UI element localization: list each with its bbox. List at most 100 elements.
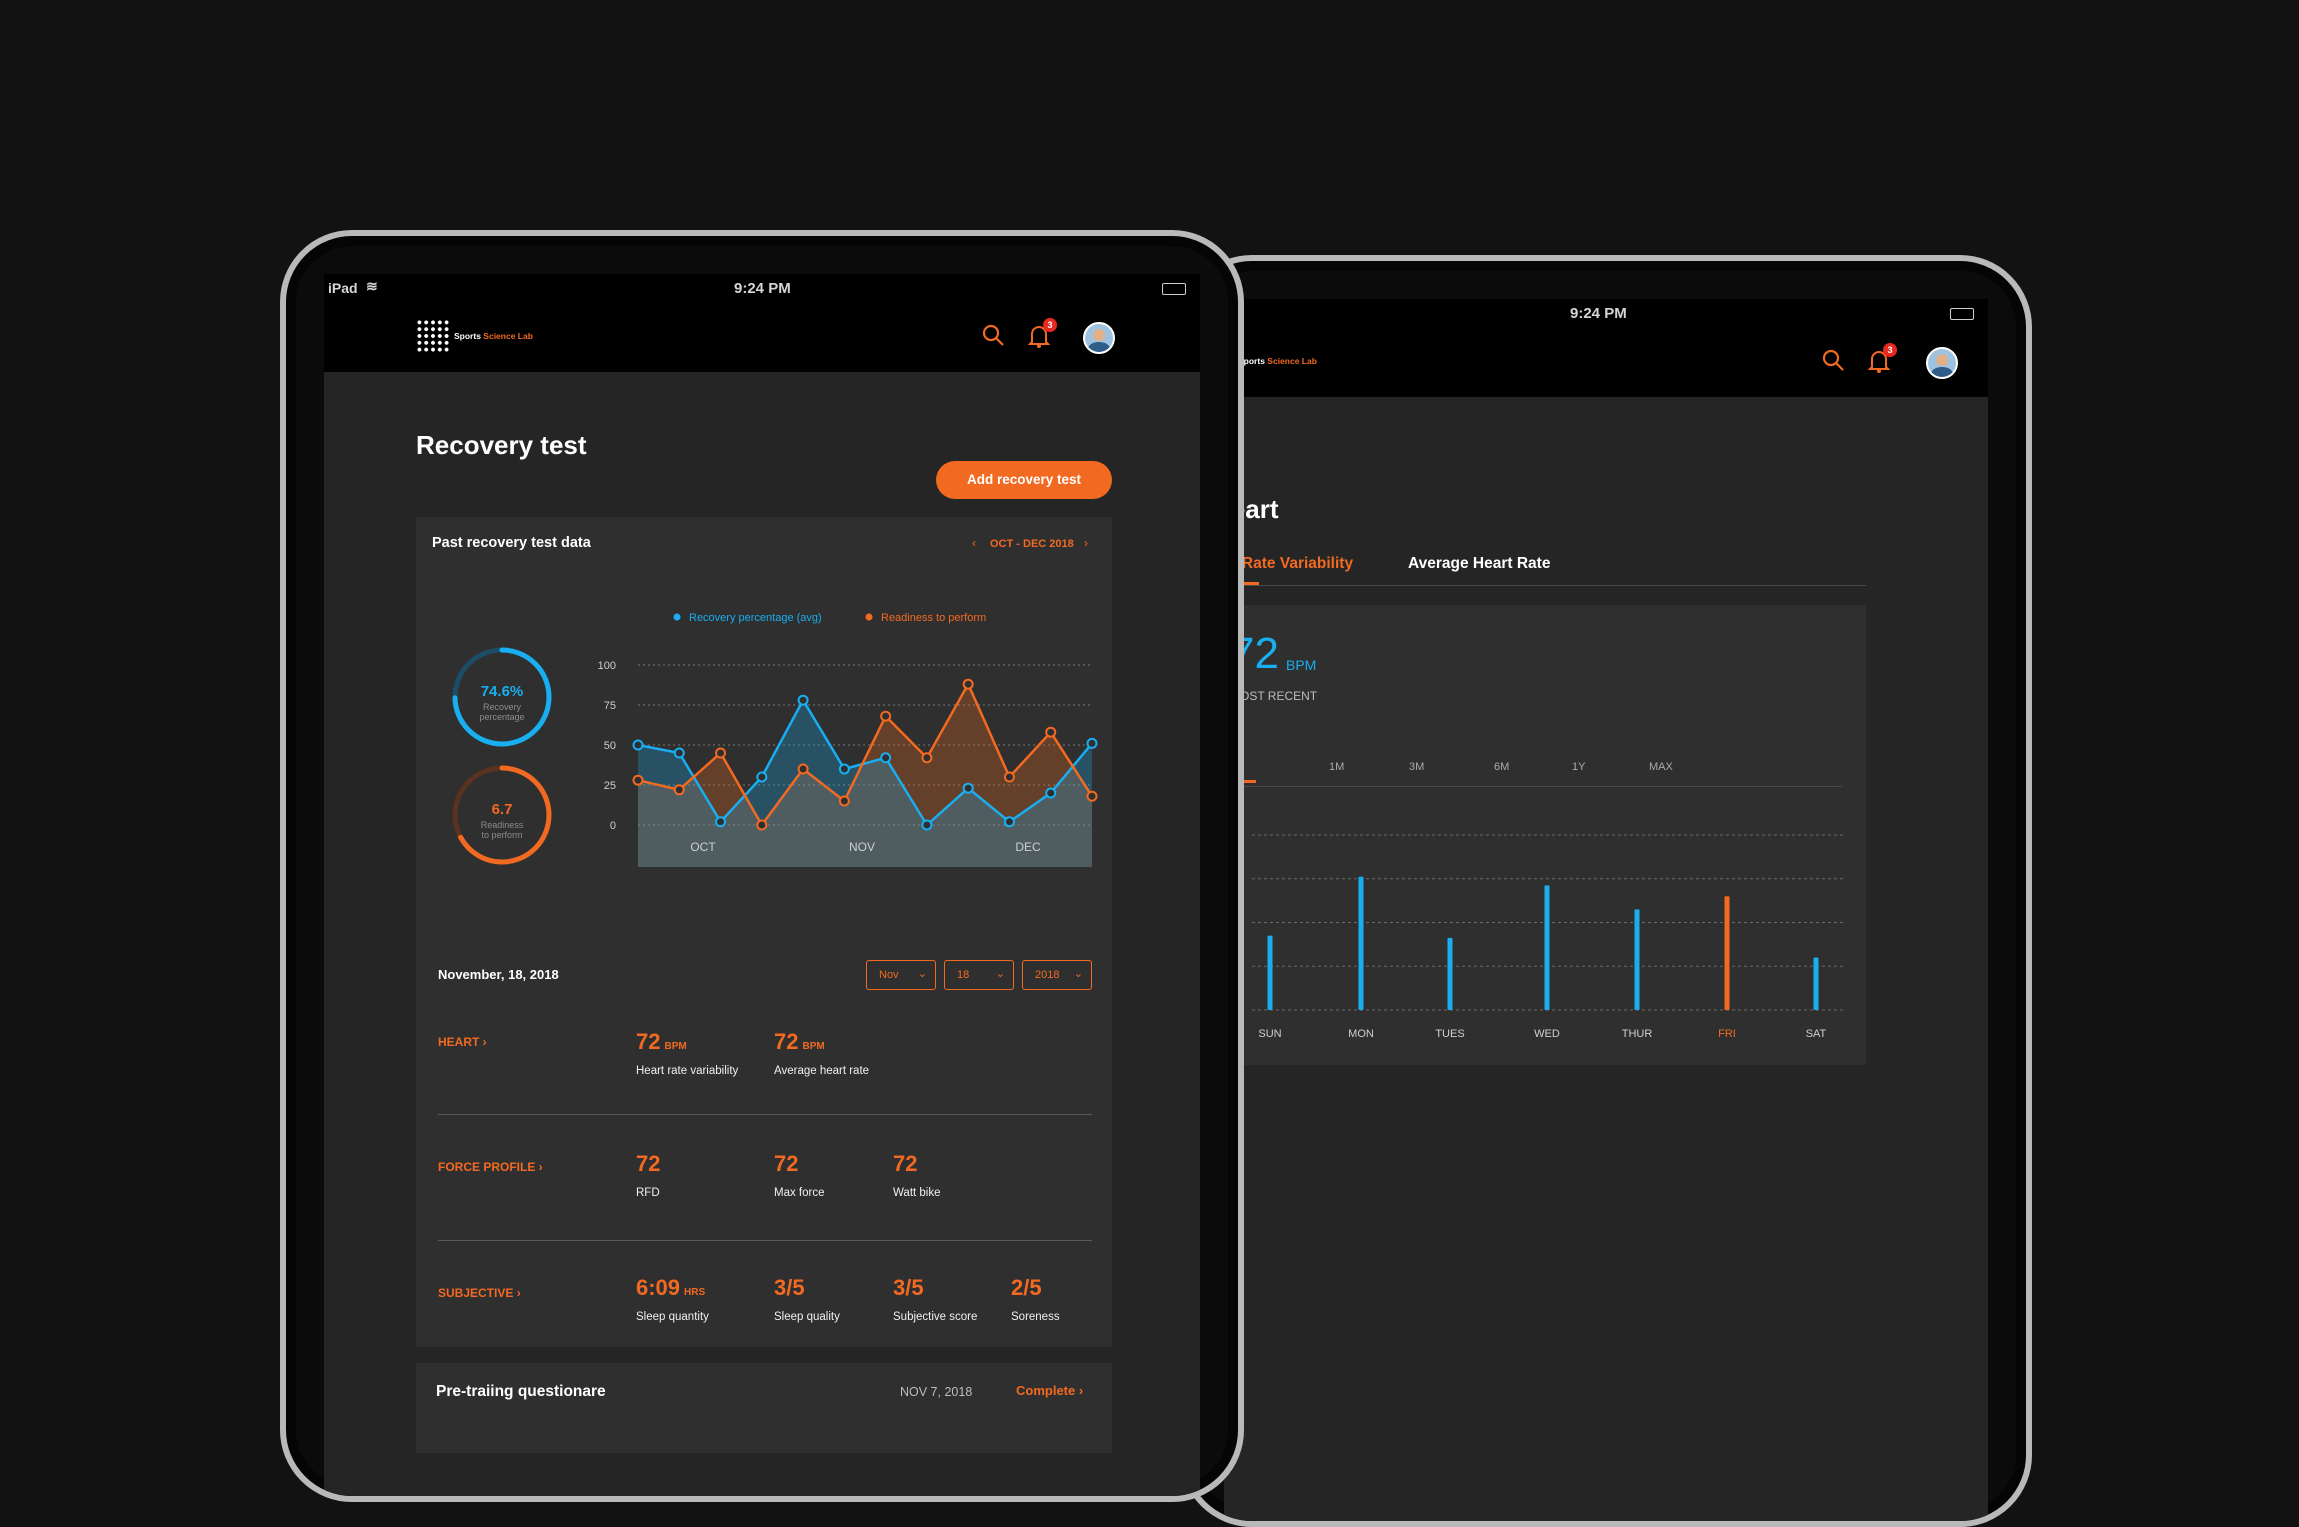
month-select[interactable]: Nov ⌄ (866, 960, 936, 990)
data-point (1045, 787, 1057, 799)
subjective-score-value: 3/5 (893, 1275, 924, 1300)
bar-sat (1813, 957, 1819, 1010)
bar-wed (1544, 885, 1550, 1010)
range-option-1m[interactable]: 1M (1329, 761, 1345, 773)
data-point (673, 784, 685, 796)
search-icon[interactable] (981, 323, 1005, 347)
readiness-ring: 6.7 Readiness to perform (452, 765, 552, 865)
data-point (756, 819, 768, 831)
data-point (880, 752, 892, 764)
x-tick-label: THUR (1622, 1028, 1653, 1040)
heart-bar-chart: 20406080100SUNMONTUESWEDTHURFRISAT (1224, 830, 1844, 1040)
day-select[interactable]: 18 ⌄ (944, 960, 1014, 990)
y-tick-label: 75 (604, 700, 616, 712)
ring-label-2: to perform (481, 830, 522, 840)
section-subjective-link[interactable]: SUBJECTIVE › (438, 1286, 521, 1300)
range-selector: 1W1M3M6M1YMAX (1224, 753, 1844, 783)
recovery-card: Past recovery test data ‹ OCT - DEC 2018… (416, 517, 1112, 1347)
y-tick-label: 100 (598, 660, 616, 672)
data-point (756, 771, 768, 783)
heart-chart-card: 72 BPM MOST RECENT 1W1M3M6M1YMAX 2040608… (1224, 605, 1866, 1065)
data-point (1045, 726, 1057, 738)
bell-icon[interactable] (1028, 323, 1050, 349)
bar-thur (1634, 909, 1640, 1010)
data-point (962, 782, 974, 794)
bar-tues (1447, 937, 1453, 1010)
range-option-3m[interactable]: 3M (1409, 761, 1425, 773)
soreness-label: Soreness (1011, 1311, 1060, 1323)
legend-label: Readiness to perform (881, 612, 986, 624)
hrv-label: Heart rate variability (636, 1065, 739, 1077)
metric-unit: BPM (1286, 657, 1317, 673)
selected-date: November, 18, 2018 (438, 967, 559, 982)
data-point (921, 819, 933, 831)
tab-average-heart-rate[interactable]: Average Heart Rate (1408, 555, 1551, 572)
data-point (1086, 737, 1098, 749)
add-recovery-test-button[interactable]: Add recovery test (936, 461, 1112, 499)
questionnaire-date: NOV 7, 2018 (900, 1385, 973, 1399)
prev-period-icon[interactable]: ‹ (972, 536, 976, 550)
data-point (715, 747, 727, 759)
status-time: 9:24 PM (734, 280, 791, 297)
data-point (921, 752, 933, 764)
sleep-quality-label: Sleep quality (774, 1311, 840, 1323)
x-tick-label: NOV (849, 840, 875, 854)
legend-marker (673, 613, 681, 621)
recovery-ring: 74.6% Recovery percentage (452, 647, 552, 747)
section-force-profile-link[interactable]: FORCE PROFILE › (438, 1160, 543, 1174)
x-tick-label: TUES (1435, 1028, 1464, 1040)
page-title: Recovery test (416, 430, 587, 460)
sleep-quantity-value: 6:09 HRS (636, 1275, 706, 1300)
ring-value: 6.7 (492, 801, 513, 818)
data-point (962, 678, 974, 690)
x-tick-label: SAT (1806, 1028, 1827, 1040)
section-divider (438, 1240, 1092, 1241)
search-icon[interactable] (1821, 348, 1845, 372)
watt-bike-label: Watt bike (893, 1187, 941, 1199)
bell-icon[interactable] (1868, 348, 1890, 374)
recovery-screen: iPad ≋ 9:24 PM Sports Science Lab 3 Reco… (324, 274, 1200, 1496)
data-point (1003, 771, 1015, 783)
section-heart-link[interactable]: HEART › (438, 1035, 487, 1049)
series-line (637, 697, 1093, 827)
battery-icon (1950, 308, 1974, 320)
avatar[interactable] (1926, 347, 1958, 379)
section-divider (438, 1114, 1092, 1115)
soreness-value: 2/5 (1011, 1275, 1042, 1300)
x-tick-label: OCT (690, 840, 716, 854)
x-tick-label: MON (1348, 1028, 1374, 1040)
chevron-down-icon: ⌄ (917, 968, 927, 980)
tabs-divider (1224, 585, 1866, 586)
rfd-value: 72 (636, 1151, 661, 1176)
next-period-icon[interactable]: › (1084, 536, 1088, 550)
sleep-quantity-label: Sleep quantity (636, 1311, 709, 1323)
data-point (632, 739, 644, 751)
range-option-6m[interactable]: 6M (1494, 761, 1510, 773)
status-bar: iPad ≋ 9:24 PM (324, 274, 1200, 302)
data-point (673, 747, 685, 759)
watt-bike-value: 72 (893, 1151, 918, 1176)
notification-badge: 3 (1043, 318, 1057, 332)
bar-sun (1267, 935, 1273, 1010)
top-bar: Sports Science Lab 3 (324, 302, 1200, 372)
sleep-quality-value: 3/5 (774, 1275, 805, 1300)
year-select[interactable]: 2018 ⌄ (1022, 960, 1092, 990)
device-label: iPad (328, 280, 358, 296)
data-point (715, 816, 727, 828)
wifi-icon: ≋ (366, 278, 378, 294)
tab-heart-rate-variability[interactable]: Heart Rate Variability (1224, 555, 1354, 572)
subjective-score-label: Subjective score (893, 1311, 978, 1323)
range-option-1y[interactable]: 1Y (1572, 761, 1586, 773)
ring-value: 74.6% (481, 683, 524, 700)
bar-fri (1724, 896, 1730, 1010)
range-option-max[interactable]: MAX (1649, 761, 1673, 773)
rfd-label: RFD (636, 1187, 660, 1199)
data-point (838, 795, 850, 807)
questionnaire-card[interactable]: Pre-traiing questionare NOV 7, 2018 Comp… (416, 1363, 1112, 1453)
avatar[interactable] (1083, 322, 1115, 354)
legend-label: Recovery percentage (avg) (689, 612, 822, 624)
top-bar: Sports Science Lab 3 (1224, 327, 1988, 397)
chevron-down-icon: ⌄ (1073, 968, 1083, 980)
series-line (637, 681, 1094, 828)
questionnaire-status-link[interactable]: Complete › (1016, 1383, 1084, 1398)
